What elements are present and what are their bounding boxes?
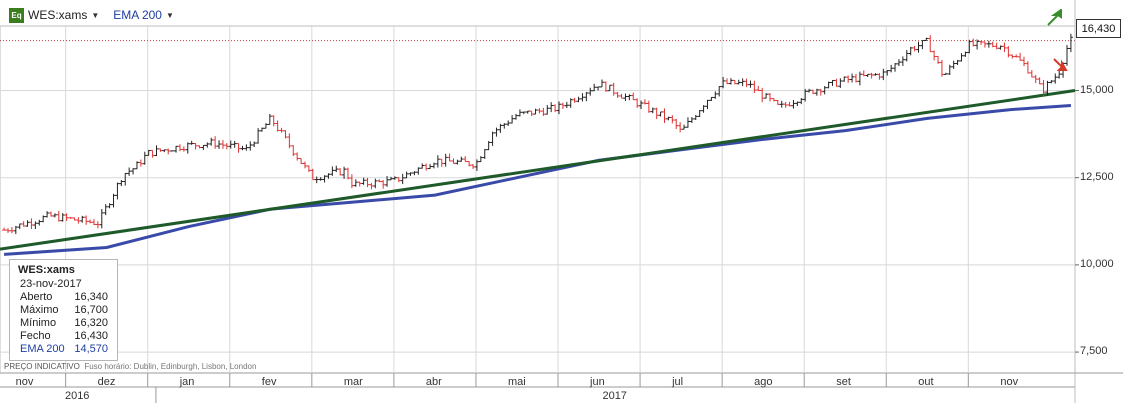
info-label: EMA 200	[20, 343, 65, 355]
ema-200-line	[4, 104, 1071, 256]
month-label: ago	[754, 376, 773, 388]
trend-down-arrow-icon	[1053, 58, 1068, 71]
info-ticker: WES:xams	[18, 264, 75, 276]
last-price-label: 16,430	[1076, 19, 1121, 38]
month-label: jan	[179, 376, 195, 388]
trendline	[0, 89, 1076, 251]
y-tick-label: 15,000	[1080, 83, 1114, 96]
month-label: abr	[425, 376, 442, 388]
info-value: 16,430	[74, 330, 108, 342]
info-value: 16,320	[74, 317, 108, 329]
info-date: 23-nov-2017	[20, 278, 82, 290]
y-tick-label: 12,500	[1080, 170, 1114, 183]
month-label: mai	[507, 376, 526, 388]
timezone-note: Fuso horário: Dublin, Edinburgh, Lisbon,…	[84, 362, 257, 371]
info-label: Fecho	[20, 330, 51, 342]
y-tick-label: 7,500	[1080, 345, 1108, 358]
info-row-close: Fecho 16,430	[20, 330, 108, 342]
info-label: Máximo	[20, 304, 59, 316]
indicator-selector[interactable]: EMA 200	[113, 8, 162, 22]
year-label: 2016	[64, 390, 90, 402]
month-label: out	[918, 376, 934, 388]
toolbar: Eq WES:xams ▼ EMA 200 ▼	[9, 5, 174, 25]
info-row-low: Mínimo 16,320	[20, 317, 108, 329]
ticker-selector[interactable]: WES:xams	[28, 8, 88, 22]
info-row-ema: EMA 200 14,570	[20, 343, 108, 355]
plot-area	[0, 25, 1076, 374]
year-label: 2017	[602, 390, 627, 402]
info-value: 16,340	[74, 291, 108, 303]
month-label: nov	[15, 376, 34, 388]
ohlc-info-box: WES:xams 23-nov-2017 Aberto 16,340 Máxim…	[9, 259, 118, 361]
indicative-price-note: PREÇO INDICATIVO	[4, 362, 80, 371]
month-label: mar	[343, 376, 363, 388]
info-label: Aberto	[20, 291, 53, 303]
trend-up-arrow-icon	[1047, 9, 1062, 26]
info-value: 16,700	[74, 304, 108, 316]
equity-badge-icon: Eq	[9, 7, 24, 23]
month-label: fev	[261, 376, 277, 388]
info-value: 14,570	[74, 343, 108, 355]
info-label: Mínimo	[20, 317, 57, 329]
chevron-down-icon[interactable]: ▼	[165, 10, 174, 20]
month-label: dez	[97, 376, 116, 388]
month-label: nov	[1000, 376, 1019, 388]
info-row-open: Aberto 16,340	[20, 291, 108, 303]
month-label: jun	[590, 376, 605, 388]
footer-note: PREÇO INDICATIVO Fuso horário: Dublin, E…	[4, 362, 256, 371]
month-label: jul	[672, 376, 684, 388]
month-label: set	[836, 376, 851, 388]
info-row-high: Máximo 16,700	[20, 304, 108, 316]
y-tick-label: 10,000	[1080, 257, 1114, 270]
chevron-down-icon[interactable]: ▼	[91, 10, 100, 20]
